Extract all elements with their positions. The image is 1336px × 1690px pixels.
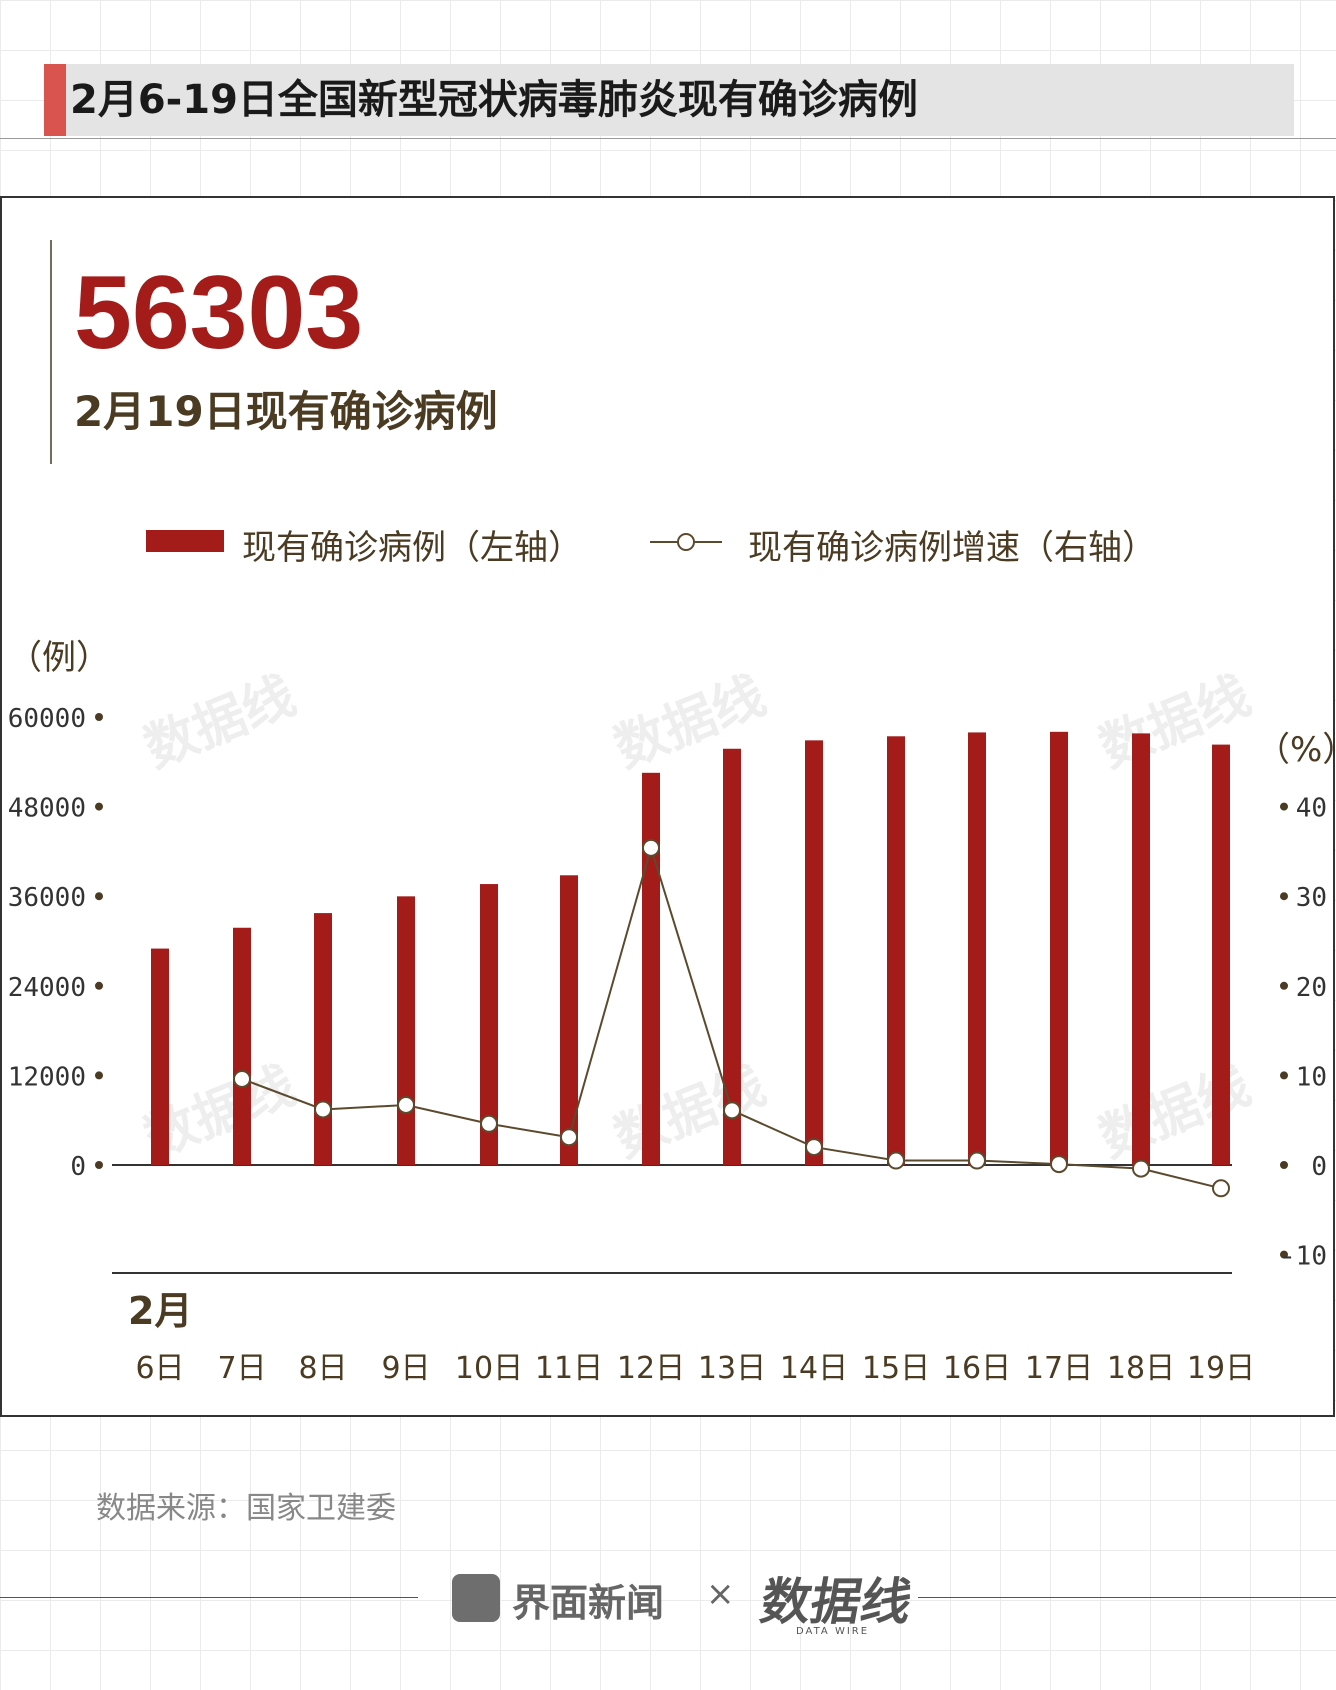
growth-rate-point-16日 [968, 1151, 986, 1170]
bar-13日 [723, 748, 741, 1165]
right-tick-dot [1280, 1161, 1288, 1169]
bar-18日 [1132, 733, 1150, 1165]
growth-rate-point-18日 [1132, 1159, 1150, 1178]
right-tick-dot [1280, 802, 1288, 811]
datawire-logo-sub: DATA WIRE [796, 1626, 870, 1637]
growth-rate-point-10日 [480, 1114, 498, 1133]
page-title: 2月6-19日全国新型冠状病毒肺炎现有确诊病例 [70, 77, 918, 123]
left-tick-dot [95, 713, 103, 721]
legend-line-swatch [650, 533, 722, 551]
growth-rate-point-7日 [233, 1069, 251, 1088]
growth-rate-point-19日 [1212, 1179, 1230, 1198]
right-tick-label: 20 [1296, 973, 1327, 1003]
left-tick-dot [95, 1071, 103, 1080]
bar-9日 [397, 896, 415, 1165]
right-tick-label: 40 [1296, 794, 1327, 824]
x-tick-label: 8日 [298, 1351, 347, 1386]
bar-7日 [233, 927, 251, 1165]
x-tick-label: 13日 [698, 1351, 766, 1386]
legend-line-label: 现有确诊病例增速（右轴） [748, 528, 1156, 568]
left-tick-dot [95, 1161, 103, 1169]
right-tick-dot [1280, 981, 1288, 990]
left-tick-dot [95, 802, 103, 811]
right-tick-dot [1280, 892, 1288, 901]
highlight-rule [50, 240, 52, 464]
bar-12日 [642, 772, 660, 1165]
growth-rate-point-8日 [314, 1100, 332, 1119]
bar-6日 [151, 948, 169, 1165]
left-tick-dot [95, 892, 103, 901]
right-tick-label: 10 [1296, 1062, 1327, 1092]
x-tick-label: 14日 [780, 1351, 848, 1386]
bar-11日 [560, 875, 578, 1165]
current-cases-label: 2月19日现有确诊病例 [74, 387, 498, 436]
bar-19日 [1212, 744, 1230, 1165]
chart-panel [0, 196, 1335, 1417]
left-axis-unit: （例） [8, 638, 110, 678]
data-source: 数据来源：国家卫建委 [96, 1491, 396, 1526]
jiemian-logo-icon [452, 1574, 500, 1622]
x-tick-label: 19日 [1187, 1351, 1255, 1386]
growth-rate-point-11日 [560, 1128, 578, 1147]
left-tick-dot [95, 981, 103, 990]
growth-rate-point-15日 [887, 1151, 905, 1170]
growth-rate-point-17日 [1050, 1155, 1068, 1174]
x-tick-label: 15日 [862, 1351, 930, 1386]
left-tick-label: 24000 [8, 973, 86, 1003]
left-tick-label: 60000 [8, 704, 86, 734]
title-accent [44, 64, 66, 136]
datawire-logo: 数据线 [756, 1573, 917, 1631]
growth-rate-point-12日 [642, 838, 660, 857]
current-cases-value: 56303 [74, 255, 364, 371]
x-tick-label: 11日 [535, 1351, 603, 1386]
bar-15日 [887, 736, 905, 1165]
right-axis-unit: （%） [1256, 730, 1336, 770]
x-tick-label: 7日 [217, 1351, 266, 1386]
growth-rate-point-14日 [805, 1138, 823, 1157]
growth-rate-point-13日 [723, 1101, 741, 1120]
bar-10日 [480, 884, 498, 1165]
x-tick-label: 16日 [943, 1351, 1011, 1386]
x-tick-label: 10日 [455, 1351, 523, 1386]
chart-svg: 60000 48000 36000 24000 12000 0 40 30 20 10 0 -10 2月… [8, 704, 1327, 1386]
footer-rule-left [0, 1597, 418, 1598]
left-tick-label: 0 [70, 1152, 86, 1182]
left-tick-label: 12000 [8, 1062, 86, 1092]
x-tick-label: 17日 [1025, 1351, 1093, 1386]
right-tick-label: 30 [1296, 883, 1327, 913]
footer-rule-right [918, 1597, 1336, 1598]
right-tick-label: 0 [1311, 1152, 1327, 1182]
title-rule [0, 138, 1336, 139]
right-tick-dot [1280, 1250, 1288, 1259]
right-tick-label: -10 [1280, 1242, 1327, 1272]
footer-brand: 界面新闻 [512, 1581, 665, 1625]
bar-8日 [314, 913, 332, 1165]
growth-rate-point-9日 [397, 1095, 415, 1114]
month-label: 2月 [128, 1289, 192, 1333]
x-tick-label: 18日 [1107, 1351, 1175, 1386]
left-tick-label: 36000 [8, 883, 86, 913]
bar-14日 [805, 740, 823, 1165]
bar-17日 [1050, 731, 1068, 1165]
legend-bar-swatch [146, 530, 224, 552]
x-tick-label: 9日 [381, 1351, 430, 1386]
footer-separator: × [706, 1574, 735, 1614]
title-bar [44, 64, 1294, 136]
x-tick-label: 6日 [135, 1351, 184, 1386]
right-tick-dot [1280, 1071, 1288, 1080]
legend-bar-label: 现有确诊病例（左轴） [242, 528, 582, 568]
left-tick-label: 48000 [8, 794, 86, 824]
bar-16日 [968, 732, 986, 1165]
x-tick-label: 12日 [617, 1351, 685, 1386]
